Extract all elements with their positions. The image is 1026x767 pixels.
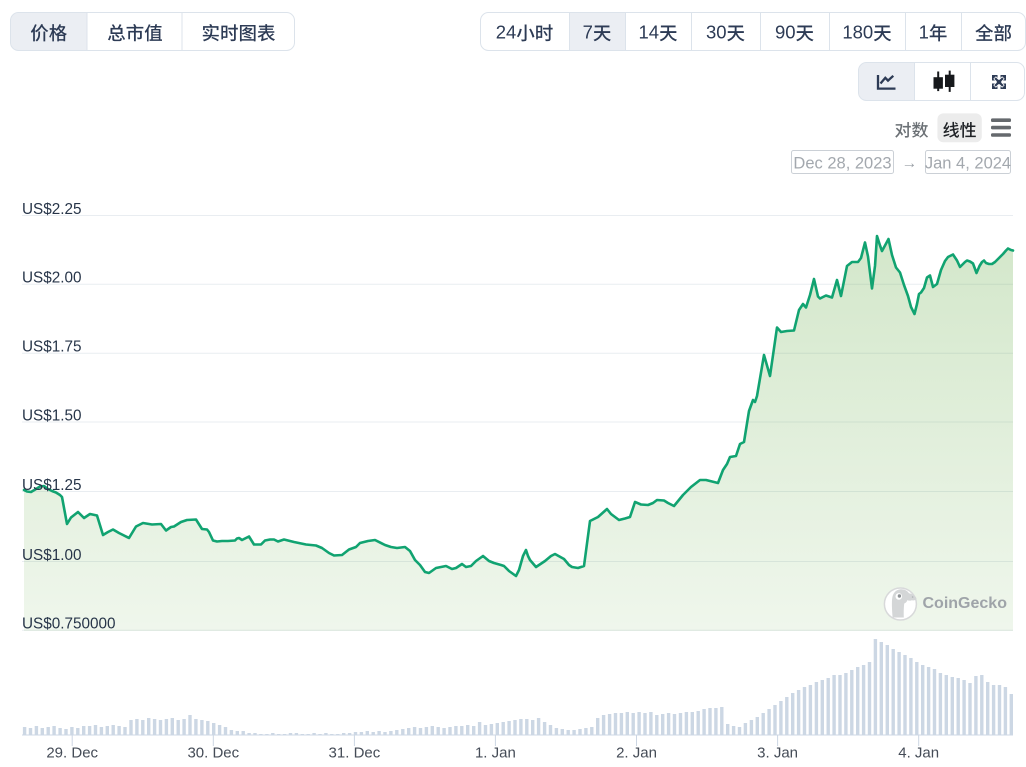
- svg-text:31. Dec: 31. Dec: [329, 745, 381, 762]
- svg-text:US$2.25: US$2.25: [22, 201, 82, 218]
- svg-text:Dec 28, 2023: Dec 28, 2023: [793, 154, 891, 172]
- svg-text:US$1.25: US$1.25: [22, 477, 82, 494]
- svg-text:US$2.00: US$2.00: [22, 270, 82, 287]
- svg-text:29. Dec: 29. Dec: [46, 745, 98, 762]
- svg-text:US$1.00: US$1.00: [22, 547, 82, 564]
- svg-text:24: 24: [496, 21, 517, 42]
- svg-text:US$1.75: US$1.75: [22, 339, 82, 356]
- svg-text:2. Jan: 2. Jan: [616, 745, 657, 762]
- svg-text:US$0.750000: US$0.750000: [22, 616, 116, 633]
- svg-text:US$1.50: US$1.50: [22, 407, 82, 424]
- svg-text:4. Jan: 4. Jan: [898, 745, 939, 762]
- svg-text:7: 7: [583, 21, 593, 42]
- svg-text:CoinGecko: CoinGecko: [923, 595, 1008, 612]
- svg-text:1. Jan: 1. Jan: [475, 745, 516, 762]
- svg-text:Jan 4, 2024: Jan 4, 2024: [925, 154, 1011, 172]
- svg-text:1: 1: [919, 21, 929, 42]
- svg-text:→: →: [902, 155, 918, 172]
- svg-text:30: 30: [706, 21, 727, 42]
- svg-text:30. Dec: 30. Dec: [187, 745, 239, 762]
- svg-text:180: 180: [842, 21, 873, 42]
- svg-text:14: 14: [638, 21, 659, 42]
- svg-text:90: 90: [775, 21, 796, 42]
- svg-text:3. Jan: 3. Jan: [757, 745, 798, 762]
